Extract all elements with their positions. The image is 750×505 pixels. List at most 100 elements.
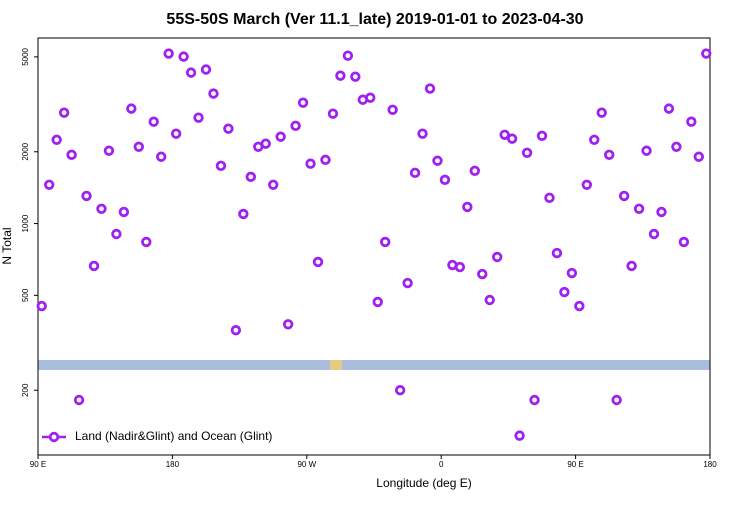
data-point	[170, 128, 182, 139]
data-point	[215, 160, 227, 172]
data-point	[581, 179, 592, 190]
data-point	[536, 130, 548, 141]
map-strip	[38, 360, 710, 370]
data-point	[290, 120, 301, 132]
data-point	[574, 300, 585, 312]
data-point	[320, 154, 331, 166]
x-axis-label: Longitude (deg E)	[376, 476, 471, 490]
data-point	[402, 277, 413, 289]
data-point	[387, 104, 398, 115]
data-point	[492, 251, 503, 263]
y-tick-label: 5000	[21, 47, 30, 65]
data-point	[96, 203, 107, 215]
data-point	[312, 256, 324, 268]
data-point	[701, 48, 712, 59]
data-point	[514, 430, 525, 441]
data-point	[58, 107, 70, 118]
data-point	[484, 294, 495, 306]
data-point	[365, 92, 376, 103]
data-point	[641, 145, 652, 156]
data-point	[185, 67, 197, 78]
data-point	[380, 236, 391, 248]
y-tick-label: 500	[21, 288, 30, 302]
data-point	[118, 206, 130, 218]
x-tick-label: 180	[703, 460, 717, 469]
data-point	[663, 103, 675, 114]
data-point	[268, 179, 279, 190]
data-point	[44, 179, 55, 190]
plot-frame	[37, 37, 711, 456]
data-point	[208, 88, 219, 99]
data-point	[611, 394, 622, 406]
data-point	[589, 134, 600, 146]
data-point	[656, 206, 667, 218]
data-point	[163, 48, 174, 59]
data-point	[477, 268, 488, 280]
data-point	[141, 236, 152, 248]
x-tick-label: 90 W	[297, 460, 316, 469]
data-point	[350, 71, 361, 82]
data-point	[469, 165, 480, 177]
data-point	[230, 325, 242, 336]
x-tick-label: 0	[439, 460, 444, 469]
data-point	[671, 141, 682, 152]
data-point	[282, 319, 294, 330]
data-point	[327, 108, 339, 119]
data-point	[506, 133, 518, 144]
data-point	[133, 141, 144, 152]
data-point	[88, 260, 100, 272]
data-point	[51, 134, 62, 146]
data-point	[103, 145, 115, 156]
data-point	[223, 123, 234, 134]
data-point	[648, 228, 660, 240]
x-tick-label: 180	[166, 460, 180, 469]
data-point	[178, 51, 189, 62]
data-point	[566, 267, 578, 279]
data-point	[342, 50, 354, 61]
data-point	[275, 131, 286, 142]
data-point	[238, 208, 249, 220]
data-point	[544, 192, 555, 204]
data-point	[417, 128, 428, 139]
data-point	[394, 385, 406, 396]
data-point	[618, 190, 630, 202]
data-point	[432, 155, 443, 166]
data-point	[633, 203, 645, 215]
data-point	[73, 394, 85, 406]
data-point	[454, 261, 466, 273]
data-point	[409, 167, 421, 179]
data-point	[686, 116, 697, 127]
data-point	[81, 190, 92, 202]
data-point	[36, 300, 47, 312]
data-point	[305, 158, 316, 169]
x-tick-label: 90 E	[30, 460, 46, 469]
data-point	[126, 103, 137, 114]
legend-label: Land (Nadir&Glint) and Ocean (Glint)	[75, 429, 272, 443]
data-point	[335, 70, 346, 81]
data-point	[529, 394, 540, 406]
data-point	[693, 151, 704, 162]
chart-title: 55S-50S March (Ver 11.1_late) 2019-01-01…	[166, 11, 583, 28]
map-strip-land	[330, 360, 342, 370]
y-tick-label: 2000	[21, 142, 30, 160]
data-point	[155, 151, 167, 162]
legend-marker	[48, 431, 60, 443]
data-point	[297, 97, 309, 108]
data-point	[626, 260, 637, 272]
data-point	[245, 171, 256, 183]
data-point	[260, 138, 271, 149]
data-point	[521, 147, 533, 159]
data-point	[111, 228, 122, 240]
data-point	[193, 112, 204, 123]
data-point	[551, 247, 563, 259]
data-point	[596, 107, 607, 118]
y-axis-label: N Total	[0, 227, 14, 264]
data-point	[462, 201, 473, 213]
data-point	[148, 116, 159, 127]
x-tick-label: 90 E	[567, 460, 583, 469]
data-point	[424, 83, 436, 94]
data-point	[200, 64, 212, 75]
data-point	[499, 129, 510, 140]
